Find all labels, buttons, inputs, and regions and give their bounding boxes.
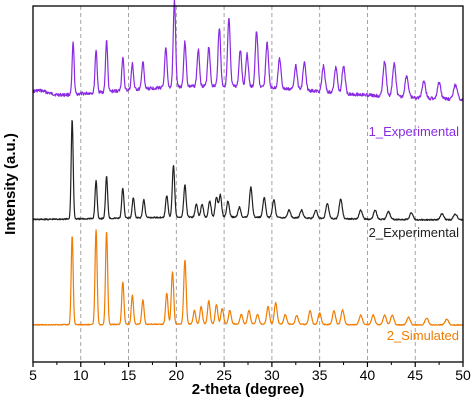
traces	[32, 0, 464, 326]
x-tick-label-15: 15	[121, 367, 137, 383]
x-tick-label-50: 50	[455, 367, 471, 383]
x-tick-label-40: 40	[360, 367, 376, 383]
x-tick-label-30: 30	[264, 367, 280, 383]
x-tick-label-35: 35	[312, 367, 328, 383]
series-line-2_Experimental	[32, 119, 464, 222]
series-labels: 1_Experimental 2_Experimental 2_Simulated	[369, 124, 459, 343]
series-line-2_Simulated	[32, 229, 464, 326]
series-line-1_Experimental	[32, 0, 464, 102]
x-tick-label-25: 25	[216, 367, 232, 383]
y-axis-title: Intensity (a.u.)	[2, 133, 19, 235]
series-label-2_Experimental: 2_Experimental	[369, 225, 459, 240]
x-tick-label-20: 20	[169, 367, 185, 383]
x-tick-label-45: 45	[407, 367, 423, 383]
series-label-1_Experimental: 1_Experimental	[369, 124, 459, 139]
x-tick-label-5: 5	[29, 367, 37, 383]
x-tick-label-10: 10	[73, 367, 89, 383]
x-ticks: 5 10 15 20 25 30 35 40 45 50	[29, 362, 471, 383]
series-label-2_Simulated: 2_Simulated	[387, 328, 459, 343]
x-axis-title: 2-theta (degree)	[192, 381, 305, 398]
